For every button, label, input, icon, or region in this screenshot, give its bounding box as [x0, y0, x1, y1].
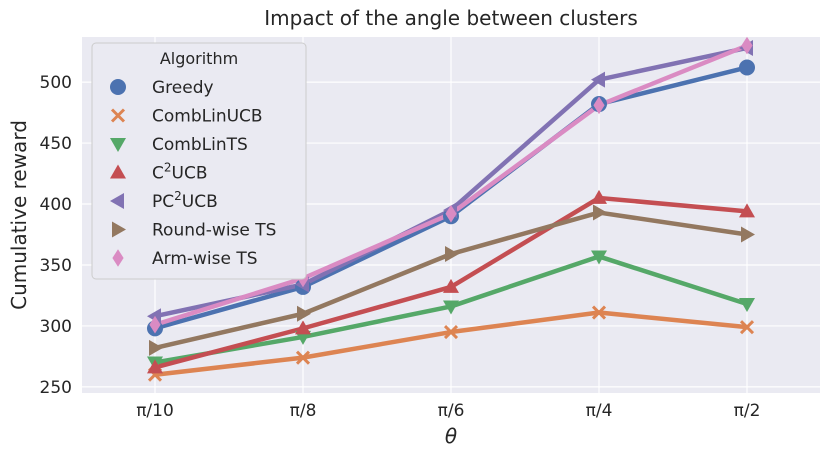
x-tick-label: π/2: [734, 401, 761, 421]
legend-label-comblints: CombLinTS: [152, 135, 248, 155]
legend-label-superscript: 2: [174, 189, 182, 203]
legend-label-arm-wise-ts: Arm-wise TS: [152, 249, 258, 269]
legend-label-main: CombLinUCB: [152, 107, 263, 127]
data-point-c2ucb: [739, 203, 755, 218]
x-tick-label: π/6: [438, 401, 465, 421]
data-point-pc2ucb: [591, 71, 605, 88]
data-point-comblints: [591, 250, 607, 265]
data-point-comblints: [443, 300, 459, 315]
legend-label-greedy: Greedy: [152, 78, 214, 98]
data-point-round-wise-ts: [445, 246, 459, 263]
legend-title: Algorithm: [160, 49, 238, 68]
legend-marker-arm-wise-ts: [112, 249, 124, 267]
legend-label-round-wise-ts: Round-wise TS: [152, 221, 276, 241]
data-point-comblinucb-stroke: [443, 324, 459, 340]
data-point-greedy: [739, 59, 755, 76]
data-point-comblints: [739, 298, 755, 312]
data-point-arm-wise-ts: [149, 315, 161, 334]
data-point-comblinucb-stroke: [295, 350, 311, 365]
data-point-comblinucb: [295, 350, 311, 365]
data-point-arm-wise-ts: [593, 96, 605, 115]
y-tick-label: 450: [40, 134, 72, 154]
data-point-arm-wise-ts: [741, 36, 753, 55]
data-point-round-wise-ts: [593, 204, 607, 221]
y-tick-label: 250: [40, 378, 72, 398]
legend-label-superscript: 2: [164, 161, 172, 175]
data-point-comblinucb-stroke: [739, 320, 755, 335]
legend-label-main: C: [152, 164, 164, 184]
legend-label-tail: UCB: [172, 164, 208, 184]
data-point-c2ucb: [295, 320, 311, 335]
series-markers: [147, 36, 755, 382]
x-tick-label: π/8: [290, 401, 317, 421]
legend: Algorithm GreedyCombLinUCBCombLinTSC2UCB…: [91, 42, 307, 280]
x-tick-labels: π/10 π/8 π/6 π/4 π/2: [136, 401, 760, 421]
y-axis-label: Cumulative reward: [7, 120, 31, 310]
data-point-comblinucb-stroke: [591, 305, 607, 320]
legend-box: [91, 42, 307, 280]
data-point-c2ucb: [443, 278, 459, 293]
legend-label-main: Round-wise TS: [152, 221, 276, 241]
x-tick-label: π/4: [586, 401, 613, 421]
legend-marker-pc2ucb: [110, 193, 124, 209]
data-point-comblinucb: [591, 305, 607, 320]
legend-marker-c2ucb: [110, 164, 126, 179]
legend-label-comblinucb: CombLinUCB: [152, 107, 263, 127]
data-point-round-wise-ts: [297, 305, 311, 322]
data-point-round-wise-ts: [741, 226, 755, 243]
data-point-comblints: [295, 330, 311, 345]
legend-label-c2ucb: C2UCB: [152, 161, 208, 184]
y-tick-label: 500: [40, 73, 72, 93]
legend-entries: GreedyCombLinUCBCombLinTSC2UCBPC2UCBRoun…: [110, 78, 276, 269]
data-point-c2ucb: [147, 359, 163, 374]
legend-marker-round-wise-ts: [112, 221, 126, 238]
y-tick-labels: 250 300 350 400 450 500: [40, 73, 72, 398]
legend-label-tail: UCB: [182, 192, 218, 212]
legend-label-main: Greedy: [152, 78, 214, 98]
legend-label-main: CombLinTS: [152, 135, 248, 155]
data-point-comblinucb: [739, 320, 755, 335]
legend-marker-comblinucb-stroke: [110, 108, 126, 123]
data-point-comblinucb: [443, 324, 459, 340]
x-tick-label: π/10: [136, 401, 174, 421]
y-tick-label: 300: [40, 317, 72, 337]
data-point-c2ucb: [591, 189, 607, 204]
legend-marker-comblinucb: [110, 108, 126, 123]
data-point-round-wise-ts: [149, 339, 163, 356]
legend-label-main: Arm-wise TS: [152, 249, 258, 269]
legend-marker-greedy: [110, 79, 126, 95]
x-axis-label: θ: [445, 424, 457, 448]
legend-label-main: PC: [152, 192, 174, 212]
legend-label-pc2ucb: PC2UCB: [152, 189, 218, 212]
data-point-arm-wise-ts: [445, 204, 457, 223]
chart-title: Impact of the angle between clusters: [264, 6, 637, 30]
y-tick-label: 400: [40, 195, 72, 215]
y-tick-label: 350: [40, 256, 72, 276]
legend-marker-comblints: [110, 138, 126, 152]
